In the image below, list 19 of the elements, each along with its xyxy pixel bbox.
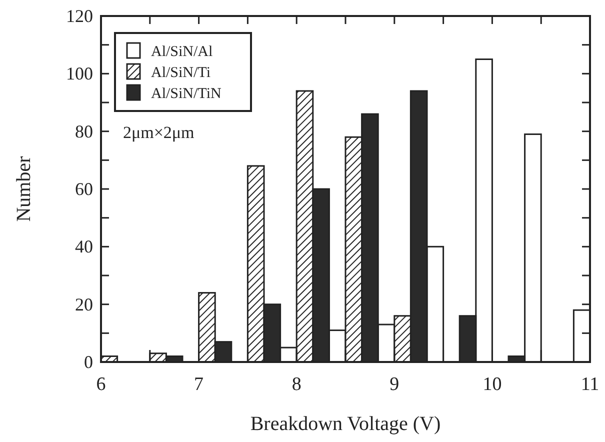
x-tick-label: 6 bbox=[96, 374, 106, 395]
x-tick-label: 8 bbox=[292, 374, 302, 395]
legend-label: Al/SiN/TiN bbox=[151, 86, 222, 102]
y-tick-label: 40 bbox=[75, 236, 93, 257]
x-tick-label: 10 bbox=[482, 374, 502, 395]
x-axis-title: Breakdown Voltage (V) bbox=[250, 413, 441, 435]
x-tick-label: 7 bbox=[194, 374, 204, 395]
x-tick-label: 9 bbox=[390, 374, 400, 395]
y-tick-label: 0 bbox=[84, 352, 93, 372]
y-tick-label: 80 bbox=[75, 121, 93, 142]
x-tick-label: 11 bbox=[580, 374, 600, 395]
y-axis-title: Number bbox=[13, 156, 35, 222]
y-tick-label: 120 bbox=[66, 6, 93, 26]
annotation: 2μm×2μm bbox=[123, 123, 194, 142]
legend-label: Al/SiN/Ti bbox=[151, 65, 210, 81]
y-tick-label: 100 bbox=[66, 64, 93, 84]
legend-label: Al/SiN/Al bbox=[151, 44, 213, 60]
y-tick-label: 20 bbox=[75, 294, 93, 314]
y-tick-label: 60 bbox=[75, 179, 93, 199]
